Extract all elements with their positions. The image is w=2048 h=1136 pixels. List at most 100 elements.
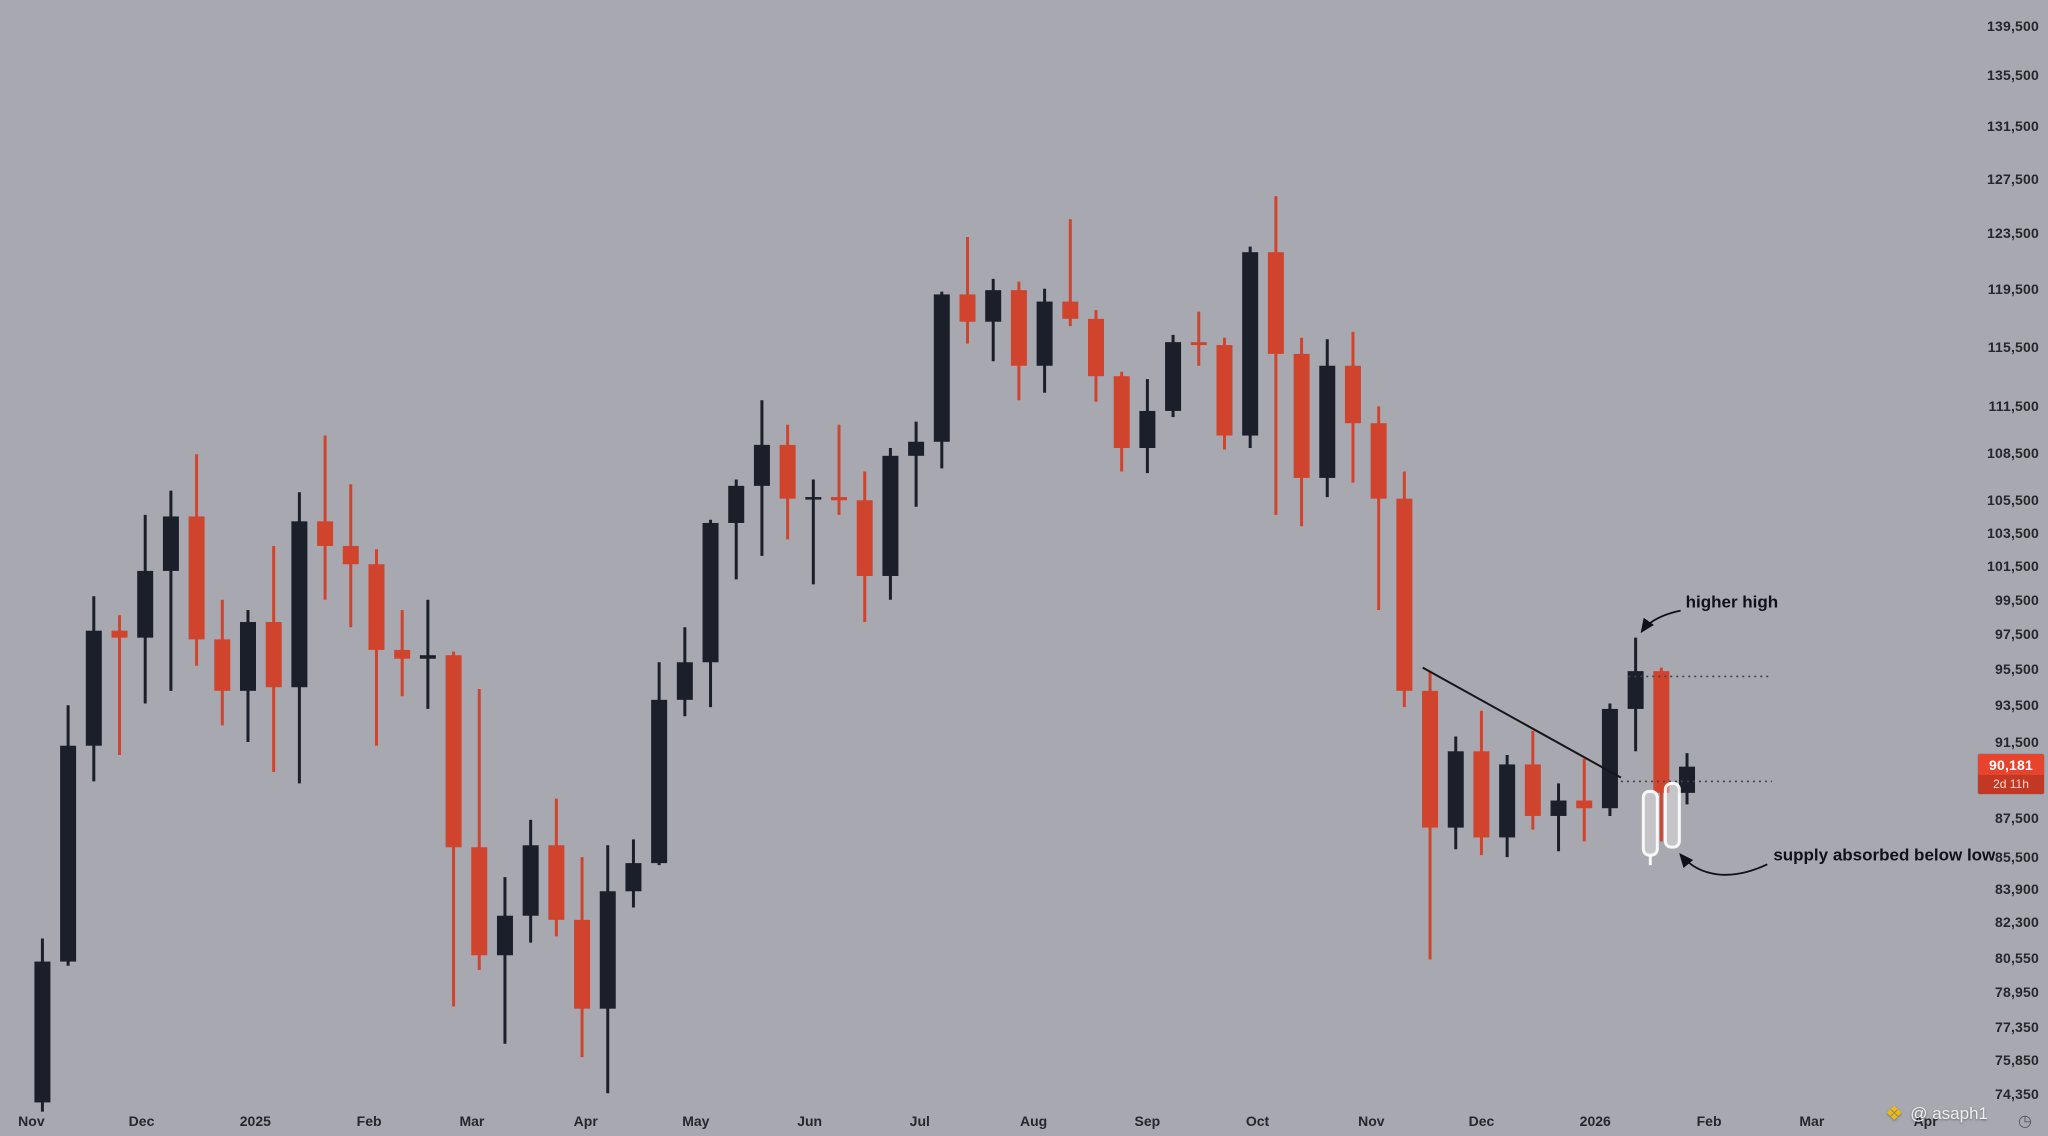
candle: [1396, 471, 1413, 708]
candle: [1165, 334, 1182, 418]
candle-body: [137, 570, 154, 638]
price-axis-label: 115,500: [1987, 338, 2039, 355]
price-axis-label: 74,350: [1994, 1086, 2039, 1103]
candle-body: [1139, 410, 1156, 448]
time-axis-label: Nov: [1358, 1113, 1385, 1129]
candle-body: [162, 516, 179, 571]
price-axis-label: 82,300: [1994, 913, 2039, 930]
time-axis-label: 2026: [1579, 1113, 1611, 1129]
time-axis-label: May: [682, 1113, 710, 1129]
candle-body: [1550, 800, 1567, 816]
candle: [548, 798, 565, 937]
candle: [1601, 703, 1618, 816]
candle-body: [188, 516, 205, 640]
candle-body: [34, 961, 51, 1103]
time-axis-label: Aug: [1019, 1113, 1048, 1129]
candle: [753, 400, 770, 556]
price-axis-label: 119,500: [1987, 280, 2039, 297]
candle-body: [60, 745, 77, 962]
time-axis-label: Feb: [356, 1113, 382, 1129]
candle: [1422, 671, 1439, 960]
candle: [1190, 311, 1207, 366]
candle: [394, 609, 411, 697]
candle: [471, 689, 488, 971]
candle-body: [1396, 498, 1413, 691]
time-axis-label: Dec: [128, 1113, 155, 1129]
candle: [985, 278, 1002, 362]
time-axis-label: Apr: [1913, 1113, 1938, 1129]
candle: [1499, 755, 1516, 858]
candle-body: [1576, 800, 1593, 809]
candle-body: [676, 662, 693, 700]
candle: [162, 490, 179, 691]
candle-body: [1062, 301, 1079, 319]
candle-body: [1242, 252, 1259, 436]
candle: [214, 599, 231, 726]
price-axis-label: 99,500: [1994, 591, 2039, 608]
candle-body: [1293, 353, 1310, 478]
annotation-arrow-supply-absorbed[interactable]: [1679, 852, 1768, 876]
annotation-text-higher-high[interactable]: higher high: [1686, 593, 1779, 612]
candle-body: [1627, 671, 1644, 709]
descending-trendline[interactable]: [1422, 666, 1622, 779]
candle-body: [522, 845, 539, 916]
drawings-layer: [1422, 666, 1772, 866]
price-axis-label: 85,500: [1994, 849, 2039, 866]
watermark-handle: @ asaph1: [1910, 1104, 1988, 1123]
candle: [676, 627, 693, 717]
candle-body: [291, 521, 308, 688]
candle-body: [1113, 376, 1130, 448]
candle: [882, 447, 899, 600]
price-axis-label: 77,350: [1994, 1019, 2039, 1036]
candle: [779, 424, 796, 540]
candle: [1627, 637, 1644, 752]
annotation-arrow-higher-high[interactable]: [1640, 609, 1681, 634]
candle: [831, 424, 848, 515]
candle-body: [342, 545, 359, 565]
candle-body: [728, 485, 745, 523]
candle-body: [548, 845, 565, 920]
price-axis-label: 91,500: [1994, 734, 2039, 750]
time-axis-label: Feb: [1696, 1113, 1722, 1129]
price-axis-label: 111,500: [1988, 398, 2039, 415]
candle: [1087, 310, 1104, 402]
time-axis-label: 2025: [239, 1113, 271, 1129]
price-axis-label: 97,500: [1994, 626, 2039, 643]
candle-body: [651, 699, 668, 864]
price-axis-label: 127,500: [1986, 170, 2039, 187]
candle: [368, 549, 385, 746]
price-axis-label: 103,500: [1986, 524, 2039, 541]
candle: [574, 857, 591, 1058]
ghost-candles-drawing[interactable]: [1641, 781, 1681, 866]
price-axis-label: 95,500: [1994, 661, 2039, 678]
clock-icon[interactable]: ◷: [2018, 1113, 2032, 1130]
candle-body: [779, 444, 796, 499]
candle-body: [419, 655, 436, 659]
candle-body: [445, 655, 462, 848]
annotation-text-supply-absorbed[interactable]: supply absorbed below low: [1773, 845, 1996, 864]
candle-body: [702, 522, 719, 663]
candle: [522, 819, 539, 943]
price-axis-label: 93,500: [1994, 697, 2039, 714]
candle: [34, 938, 51, 1112]
candle: [317, 435, 334, 600]
candle-body: [111, 630, 128, 638]
candle: [856, 471, 873, 623]
candle-body: [496, 915, 513, 956]
watermark: ❖ @ asaph1: [1885, 1104, 1988, 1124]
candle: [1319, 339, 1336, 498]
time-axis-label: Mar: [459, 1113, 485, 1129]
candle: [291, 492, 308, 784]
candle: [111, 615, 128, 756]
candle: [1267, 196, 1284, 515]
candle-body: [1601, 708, 1618, 809]
candle-body: [625, 863, 642, 892]
price-axis-label: 83,900: [1994, 881, 2039, 898]
price-axis-label: 75,850: [1994, 1052, 2039, 1069]
price-axis-label: 123,500: [1986, 224, 2039, 241]
candle-body: [831, 497, 848, 501]
price-badge: 90,181 2d 11h: [1978, 753, 2044, 794]
candle-body: [805, 497, 822, 500]
